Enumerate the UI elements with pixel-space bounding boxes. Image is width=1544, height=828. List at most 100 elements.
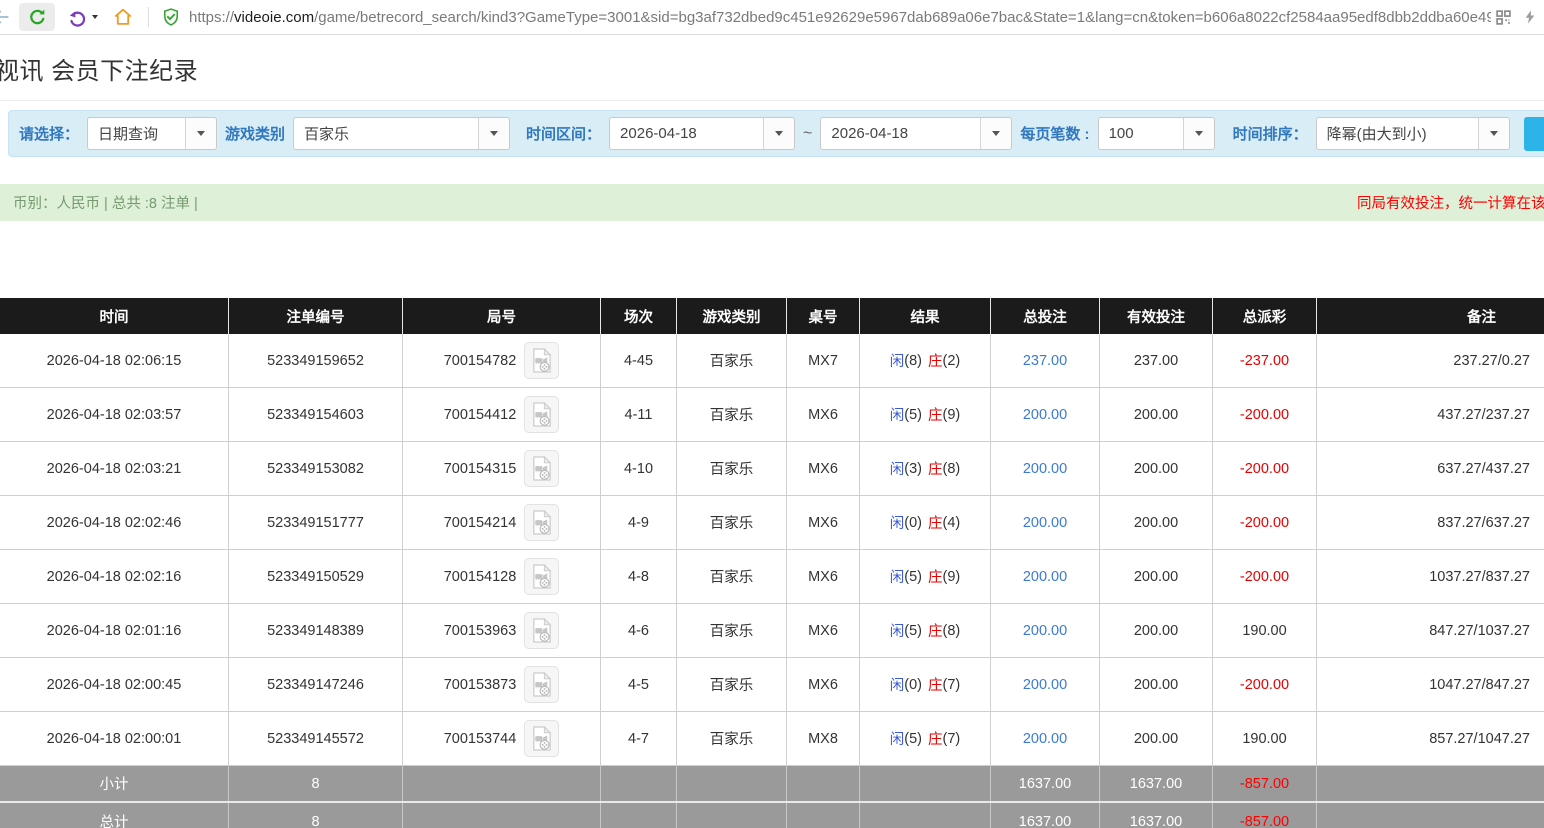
table-body: 2026-04-18 02:06:15 523349159652 7001547… (0, 334, 1544, 766)
header-session: 场次 (601, 298, 677, 334)
cell-result: 闲 (5) 庄 (9) (860, 388, 991, 441)
video-replay-button[interactable] (524, 666, 560, 703)
cell-total-bet[interactable]: 200.00 (991, 604, 1100, 657)
page-size-select[interactable]: 100 (1097, 117, 1215, 150)
cell-bet-id: 523349159652 (229, 334, 403, 387)
page-title: 视讯 会员下注纪录 (0, 58, 199, 85)
cell-game-type: 百家乐 (677, 496, 787, 549)
cell-round-id: 700154214 (403, 496, 601, 549)
date-to-select[interactable]: 2026-04-18 (820, 117, 1013, 150)
header-game-type: 游戏类别 (677, 298, 787, 334)
search-button[interactable]: 查询 (1523, 116, 1544, 151)
cell-payout: -200.00 (1213, 658, 1317, 711)
home-icon[interactable] (112, 3, 134, 31)
page-size-value: 100 (1108, 125, 1134, 142)
player-label: 闲 (889, 570, 905, 586)
cell-bet-id: 523349151777 (229, 496, 403, 549)
cell-round-id: 700154128 (403, 550, 601, 603)
cell-table-no: MX6 (787, 550, 860, 603)
chevron-down-icon[interactable] (1477, 118, 1509, 149)
security-shield-icon[interactable] (161, 3, 181, 31)
back-icon[interactable] (0, 3, 11, 31)
player-label: 闲 (889, 408, 905, 424)
chevron-down-icon[interactable] (478, 118, 510, 149)
cell-total-bet[interactable]: 200.00 (991, 442, 1100, 495)
cell-bet-id: 523349150529 (229, 550, 403, 603)
subtotal-label: 小计 (0, 766, 229, 801)
chevron-down-icon[interactable] (1182, 118, 1214, 149)
table-row: 2026-04-18 02:00:01 523349145572 7001537… (0, 712, 1544, 766)
player-points: (0) (904, 676, 922, 693)
game-category-select[interactable]: 百家乐 (293, 117, 511, 150)
cell-payout: -200.00 (1213, 496, 1317, 549)
cell-table-no: MX6 (787, 496, 860, 549)
header-result: 结果 (860, 298, 991, 334)
total-label: 总计 (0, 803, 229, 828)
cell-total-bet[interactable]: 200.00 (991, 496, 1100, 549)
undo-icon[interactable] (67, 3, 98, 31)
player-label: 闲 (889, 462, 905, 478)
cell-payout: 190.00 (1213, 604, 1317, 657)
player-label: 闲 (889, 354, 905, 370)
filter-bar: 请选择： 日期查询 游戏类别 百家乐 时间区间： 2026-04-18 ~ 20… (8, 110, 1544, 157)
cell-total-bet[interactable]: 200.00 (991, 550, 1100, 603)
cell-time: 2026-04-18 02:00:45 (0, 658, 229, 711)
header-total-bet: 总投注 (991, 298, 1100, 334)
video-replay-button[interactable] (524, 504, 560, 541)
query-type-value: 日期查询 (98, 126, 159, 143)
video-replay-button[interactable] (524, 720, 560, 757)
cell-total-bet[interactable]: 237.00 (991, 334, 1100, 387)
cell-valid-bet: 237.00 (1100, 334, 1213, 387)
cell-game-type: 百家乐 (677, 388, 787, 441)
lightning-icon[interactable] (1522, 3, 1538, 31)
refresh-icon[interactable] (19, 3, 55, 31)
undo-dropdown-caret[interactable] (92, 15, 98, 19)
video-replay-button[interactable] (524, 450, 560, 487)
cell-result: 闲 (0) 庄 (4) (860, 496, 991, 549)
banker-points: (4) (942, 514, 961, 531)
cell-payout: -200.00 (1213, 388, 1317, 441)
video-file-icon (533, 671, 552, 697)
address-bar[interactable]: https://videoie.com/game/betrecord_searc… (161, 3, 1491, 31)
header-valid-bet: 有效投注 (1100, 298, 1213, 334)
cell-result: 闲 (5) 庄 (7) (860, 712, 991, 765)
url-text[interactable]: https://videoie.com/game/betrecord_searc… (189, 9, 1491, 26)
chevron-down-icon[interactable] (763, 118, 795, 149)
cell-game-type: 百家乐 (677, 442, 787, 495)
video-replay-button[interactable] (524, 396, 560, 433)
cell-time: 2026-04-18 02:02:46 (0, 496, 229, 549)
cell-remark: 837.27/637.27 (1437, 514, 1530, 531)
query-type-select[interactable]: 日期查询 (87, 117, 218, 150)
cell-session: 4-9 (601, 496, 677, 549)
banker-label: 庄 (928, 732, 943, 748)
cell-total-bet[interactable]: 200.00 (991, 712, 1100, 765)
player-points: (5) (904, 730, 922, 747)
cell-valid-bet: 200.00 (1100, 496, 1213, 549)
sort-select[interactable]: 降幂(由大到小) (1315, 117, 1510, 150)
cell-remark: 857.27/1047.27 (1429, 730, 1530, 747)
cell-payout: 190.00 (1213, 712, 1317, 765)
video-replay-button[interactable] (524, 558, 560, 595)
query-type-label: 请选择： (19, 126, 80, 143)
cell-total-bet[interactable]: 200.00 (991, 388, 1100, 441)
cell-payout: -200.00 (1213, 442, 1317, 495)
video-replay-button[interactable] (524, 612, 560, 649)
video-file-icon (533, 347, 552, 373)
qr-code-icon[interactable] (1495, 3, 1512, 31)
date-to-value: 2026-04-18 (831, 125, 909, 142)
cell-game-type: 百家乐 (677, 550, 787, 603)
cell-table-no: MX6 (787, 604, 860, 657)
date-from-select[interactable]: 2026-04-18 (609, 117, 796, 150)
cell-time: 2026-04-18 02:03:21 (0, 442, 229, 495)
cell-total-bet[interactable]: 200.00 (991, 658, 1100, 711)
subtotal-payout: -857.00 (1213, 766, 1317, 801)
video-replay-button[interactable] (524, 342, 560, 379)
banker-points: (7) (942, 730, 961, 747)
total-valid-bet: 1637.00 (1100, 803, 1213, 828)
chevron-down-icon[interactable] (980, 118, 1012, 149)
video-file-icon (533, 455, 552, 481)
round-id-text: 700153963 (443, 622, 517, 639)
header-round-id: 局号 (403, 298, 601, 334)
chevron-down-icon[interactable] (185, 118, 217, 149)
table-row: 2026-04-18 02:03:21 523349153082 7001543… (0, 442, 1544, 496)
